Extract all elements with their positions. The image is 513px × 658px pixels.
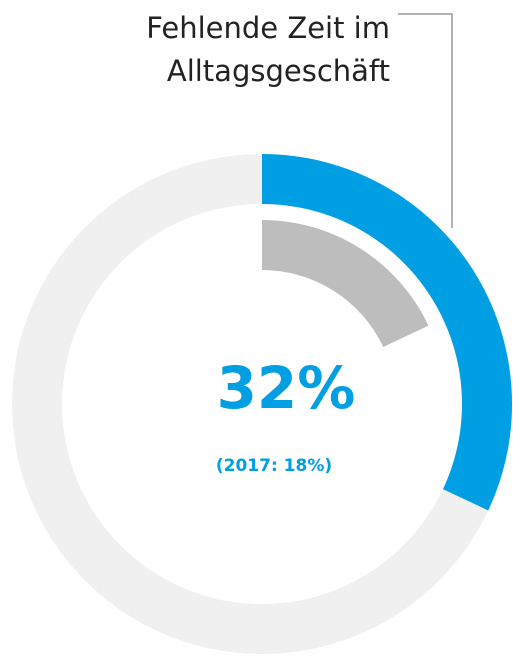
center-comparison: (2017: 18%) xyxy=(216,456,332,476)
ring-segment xyxy=(262,154,512,511)
center-value: 32% xyxy=(217,354,356,422)
ring-segment xyxy=(262,220,429,347)
slice-label: Fehlende Zeit im Alltagsgeschäft xyxy=(146,11,390,88)
leader-line xyxy=(398,13,453,228)
